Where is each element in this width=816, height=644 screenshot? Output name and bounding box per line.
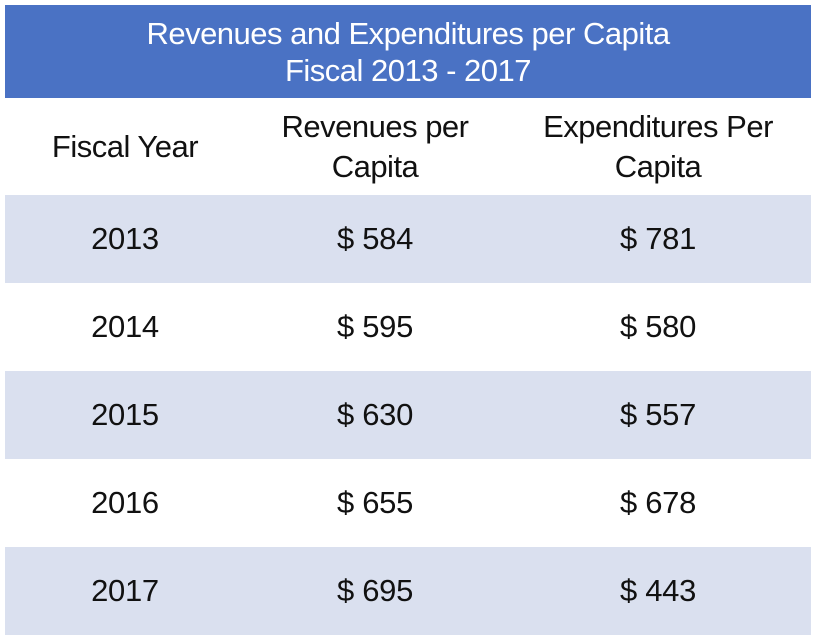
cell-revenue-per-capita: $ 695	[336, 573, 414, 608]
cell-fiscal-year: 2015	[91, 397, 159, 432]
cell-fiscal-year: 2017	[91, 573, 159, 608]
cell-revenue-per-capita: $ 630	[336, 397, 414, 432]
table-row: 2014 $ 595 $ 580	[5, 283, 811, 371]
cell-expenditure-per-capita: $ 443	[619, 573, 697, 608]
table-subtitle: Fiscal 2013 - 2017	[284, 52, 532, 88]
header-fiscal-year: Fiscal Year	[5, 127, 245, 167]
cell-expenditure-per-capita: $ 557	[619, 397, 697, 432]
cell-expenditure-per-capita: $ 781	[619, 221, 697, 256]
cell-revenue-per-capita: $ 655	[336, 485, 414, 520]
table-row: 2013 $ 584 $ 781	[5, 195, 811, 283]
header-expenditures-line-1: Expenditures Per	[543, 108, 773, 144]
cell-expenditure-per-capita: $ 678	[619, 485, 697, 520]
table-title: Revenues and Expenditures per Capita	[146, 15, 670, 51]
cell-expenditure-per-capita: $ 580	[619, 309, 697, 344]
header-expenditures-per-capita: Expenditures Per Capita	[505, 107, 811, 187]
cell-revenue-per-capita: $ 595	[336, 309, 414, 344]
cell-revenue-per-capita: $ 584	[336, 221, 414, 256]
table-row: 2015 $ 630 $ 557	[5, 371, 811, 459]
cell-fiscal-year: 2013	[91, 221, 159, 256]
revenue-expenditure-table: Revenues and Expenditures per Capita Fis…	[5, 5, 811, 635]
header-revenues-line-1: Revenues per	[281, 108, 469, 144]
table-row: 2016 $ 655 $ 678	[5, 459, 811, 547]
header-fiscal-year-line-1: Fiscal Year	[51, 128, 199, 164]
table-header-row: Fiscal Year Revenues per Capita Expendit…	[5, 98, 811, 195]
header-expenditures-line-2: Capita	[614, 148, 702, 184]
table-row: 2017 $ 695 $ 443	[5, 547, 811, 635]
cell-fiscal-year: 2016	[91, 485, 159, 520]
table-title-bar: Revenues and Expenditures per Capita Fis…	[5, 5, 811, 98]
header-revenues-line-2: Capita	[331, 148, 419, 184]
header-revenues-per-capita: Revenues per Capita	[245, 107, 505, 187]
cell-fiscal-year: 2014	[91, 309, 159, 344]
